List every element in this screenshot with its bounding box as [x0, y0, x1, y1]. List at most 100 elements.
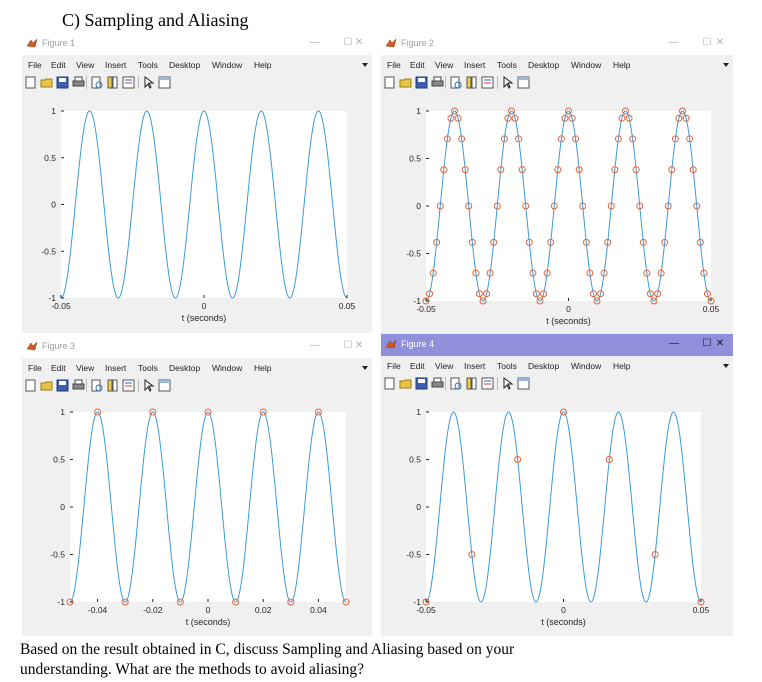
- menu-window[interactable]: Window: [571, 361, 602, 371]
- figure-window-2[interactable]: Figure 2 — ☐ ✕ File Edit View Insert Tools Deskto…: [381, 33, 733, 335]
- menu-edit[interactable]: Edit: [410, 60, 425, 70]
- toolbar-overflow-icon[interactable]: [362, 63, 368, 67]
- new-file-icon[interactable]: [383, 377, 396, 390]
- minimize-button[interactable]: —: [310, 37, 320, 48]
- menu-help[interactable]: Help: [254, 363, 272, 373]
- maximize-button[interactable]: ☐: [343, 340, 353, 351]
- pointer-icon[interactable]: [142, 379, 155, 392]
- minimize-button[interactable]: —: [310, 340, 320, 351]
- new-file-icon[interactable]: [383, 76, 396, 89]
- menu-tools[interactable]: Tools: [138, 60, 158, 70]
- menu-edit[interactable]: Edit: [51, 363, 66, 373]
- menu-window[interactable]: Window: [212, 60, 243, 70]
- plot-area[interactable]: 1 0.5 0 -0.5 -1-0.05 0 0.05 t (seconds): [381, 33, 733, 335]
- menu-view[interactable]: View: [76, 363, 95, 373]
- menu-file[interactable]: File: [387, 361, 401, 371]
- menu-edit[interactable]: Edit: [51, 60, 66, 70]
- property-editor-icon[interactable]: [517, 76, 530, 89]
- menu-insert[interactable]: Insert: [464, 361, 486, 371]
- menu-help[interactable]: Help: [613, 60, 631, 70]
- menu-desktop[interactable]: Desktop: [528, 60, 560, 70]
- title-bar[interactable]: Figure 3 — ☐ ✕: [22, 336, 372, 358]
- pointer-icon[interactable]: [501, 76, 514, 89]
- sample-marker: [94, 408, 102, 416]
- close-button[interactable]: ✕: [715, 338, 725, 349]
- sample-marker: [668, 166, 676, 174]
- insert-legend-icon[interactable]: [122, 76, 135, 89]
- menu-help[interactable]: Help: [254, 60, 272, 70]
- print-icon[interactable]: [72, 76, 85, 89]
- menu-insert[interactable]: Insert: [105, 363, 127, 373]
- maximize-button[interactable]: ☐: [702, 338, 712, 349]
- menu-desktop[interactable]: Desktop: [169, 363, 201, 373]
- print-preview-icon[interactable]: [90, 76, 103, 89]
- menu-window[interactable]: Window: [571, 60, 602, 70]
- menu-file[interactable]: File: [387, 60, 401, 70]
- print-preview-icon[interactable]: [90, 379, 103, 392]
- menu-help[interactable]: Help: [613, 361, 631, 371]
- insert-legend-icon[interactable]: [122, 379, 135, 392]
- print-preview-icon[interactable]: [449, 377, 462, 390]
- menu-tools[interactable]: Tools: [138, 363, 158, 373]
- menu-desktop[interactable]: Desktop: [169, 60, 201, 70]
- open-file-icon[interactable]: [399, 76, 412, 89]
- pointer-icon[interactable]: [142, 76, 155, 89]
- maximize-button[interactable]: ☐: [702, 37, 712, 48]
- menu-view[interactable]: View: [435, 361, 454, 371]
- plot-area[interactable]: 1 0.5 0 -0.5 -1 -0.04 -0.02 0 0.02 0.04 t (seconds…: [22, 336, 372, 636]
- new-file-icon[interactable]: [24, 76, 37, 89]
- menu-tools[interactable]: Tools: [497, 60, 517, 70]
- plot-area[interactable]: 1 0.5 0 -0.5 -1-0.05 0 0.05 t (seconds): [22, 33, 372, 333]
- insert-legend-icon[interactable]: [481, 377, 494, 390]
- print-icon[interactable]: [431, 76, 444, 89]
- open-file-icon[interactable]: [399, 377, 412, 390]
- menu-file[interactable]: File: [28, 363, 42, 373]
- figure-window-3[interactable]: Figure 3 — ☐ ✕ File Edit View Insert Tools Deskto…: [22, 336, 372, 636]
- menu-file[interactable]: File: [28, 60, 42, 70]
- menu-edit[interactable]: Edit: [410, 361, 425, 371]
- print-icon[interactable]: [431, 377, 444, 390]
- figure-window-4[interactable]: Figure 4 — ☐ ✕ File Edit View Insert Tools Deskto…: [381, 334, 733, 636]
- axes-background: [70, 412, 346, 602]
- print-icon[interactable]: [72, 379, 85, 392]
- property-editor-icon[interactable]: [517, 377, 530, 390]
- save-icon[interactable]: [415, 377, 428, 390]
- save-icon[interactable]: [415, 76, 428, 89]
- open-file-icon[interactable]: [40, 76, 53, 89]
- property-editor-icon[interactable]: [158, 76, 171, 89]
- menu-view[interactable]: View: [76, 60, 95, 70]
- maximize-button[interactable]: ☐: [343, 37, 353, 48]
- menu-desktop[interactable]: Desktop: [528, 361, 560, 371]
- plot-area[interactable]: 1 0.5 0 -0.5 -1-0.05 0 0.05 t (seconds): [381, 334, 733, 636]
- menu-view[interactable]: View: [435, 60, 454, 70]
- pointer-icon[interactable]: [501, 377, 514, 390]
- close-button[interactable]: ✕: [354, 340, 364, 351]
- print-preview-icon[interactable]: [449, 76, 462, 89]
- title-bar[interactable]: Figure 1 — ☐ ✕: [22, 33, 372, 55]
- insert-colorbar-icon[interactable]: [465, 76, 478, 89]
- minimize-button[interactable]: —: [669, 37, 679, 48]
- minimize-button[interactable]: —: [669, 338, 679, 349]
- save-icon[interactable]: [56, 76, 69, 89]
- toolbar-overflow-icon[interactable]: [362, 366, 368, 370]
- figure-window-1[interactable]: Figure 1 — ☐ ✕ File Edit View Insert Tools Deskto…: [22, 33, 372, 333]
- insert-colorbar-icon[interactable]: [465, 377, 478, 390]
- toolbar-overflow-icon[interactable]: [723, 364, 729, 368]
- menu-window[interactable]: Window: [212, 363, 243, 373]
- close-button[interactable]: ✕: [354, 37, 364, 48]
- insert-colorbar-icon[interactable]: [106, 76, 119, 89]
- sample-marker: [675, 114, 683, 122]
- property-editor-icon[interactable]: [158, 379, 171, 392]
- menu-tools[interactable]: Tools: [497, 361, 517, 371]
- menu-insert[interactable]: Insert: [464, 60, 486, 70]
- menu-insert[interactable]: Insert: [105, 60, 127, 70]
- insert-legend-icon[interactable]: [481, 76, 494, 89]
- new-file-icon[interactable]: [24, 379, 37, 392]
- title-bar[interactable]: Figure 2 — ☐ ✕: [381, 33, 733, 55]
- toolbar-overflow-icon[interactable]: [723, 63, 729, 67]
- open-file-icon[interactable]: [40, 379, 53, 392]
- insert-colorbar-icon[interactable]: [106, 379, 119, 392]
- save-icon[interactable]: [56, 379, 69, 392]
- close-button[interactable]: ✕: [715, 37, 725, 48]
- title-bar[interactable]: Figure 4 — ☐ ✕: [381, 334, 733, 356]
